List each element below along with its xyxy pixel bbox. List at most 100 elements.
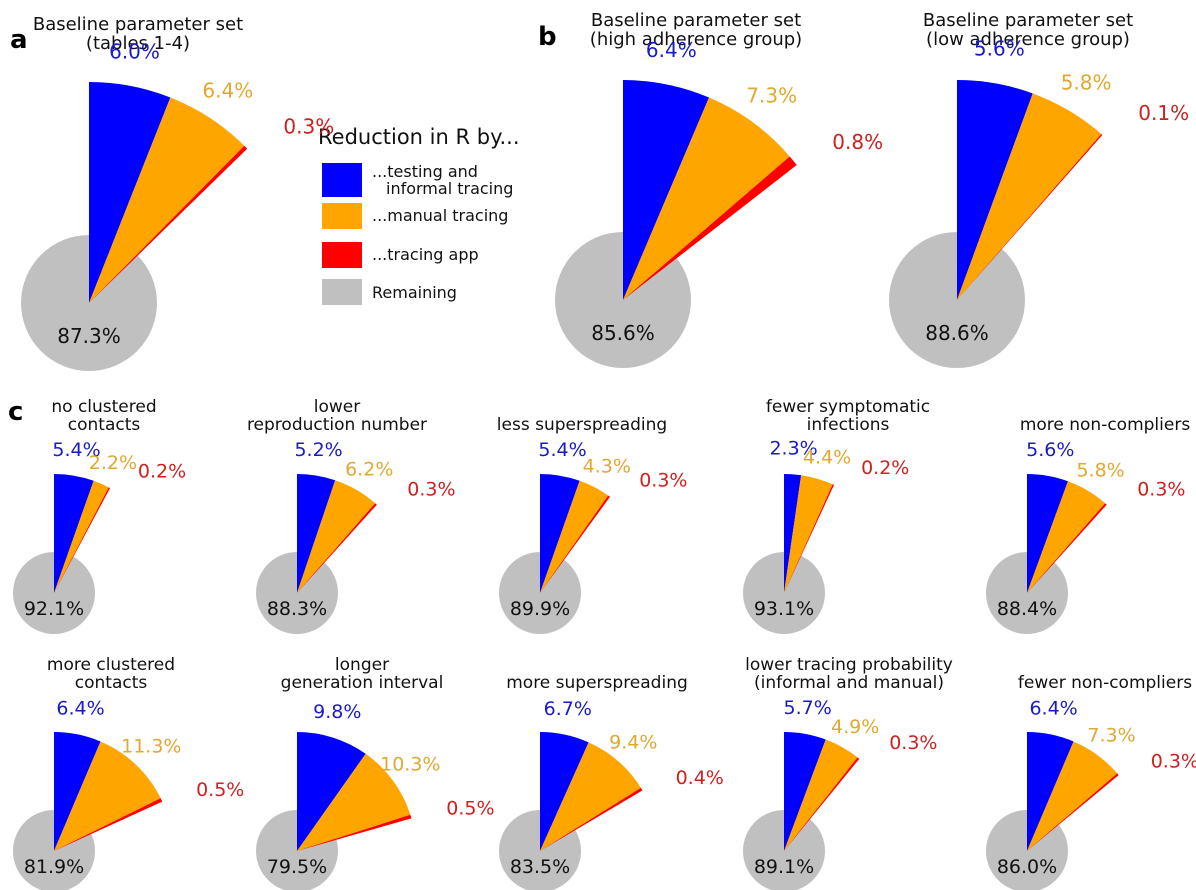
slice-manual	[1027, 741, 1118, 851]
slice-label-remaining: 88.4%	[997, 598, 1057, 620]
pie-charts: Baseline parameter set(tables 1-4)6.0%6.…	[13, 10, 1196, 890]
slice-label: 6.2%	[345, 459, 393, 481]
slice-label: 5.2%	[294, 439, 342, 461]
slice-label: 0.3%	[1151, 750, 1196, 772]
slice-label: 0.4%	[676, 767, 724, 789]
legend-label-remaining: Remaining	[372, 283, 457, 302]
slice-label: 7.3%	[746, 84, 797, 108]
pie-title: contacts	[68, 415, 141, 435]
pie-title: (informal and manual)	[754, 673, 944, 693]
pie-title: (low adherence group)	[926, 29, 1130, 50]
slice-label: 6.4%	[56, 698, 104, 720]
slice-app	[540, 495, 611, 593]
slice-label: 5.7%	[784, 697, 832, 719]
pie-chart: lower tracing probability(informal and m…	[743, 655, 953, 890]
slice-label: 0.5%	[446, 798, 494, 820]
slice-label-remaining: 86.0%	[997, 856, 1057, 878]
panel-letter-c: c	[8, 397, 23, 427]
slice-manual	[89, 97, 245, 304]
slice-app	[89, 145, 248, 303]
slice-testing	[784, 732, 826, 851]
pie-chart: less superspreading 5.4%4.3% 0.3% 89.9%	[497, 415, 687, 634]
slice-app	[957, 133, 1103, 300]
pie-chart: Baseline parameter set(tables 1-4)6.0% 6.…	[21, 14, 334, 371]
pie-title: Baseline parameter set	[33, 14, 243, 35]
legend-label-testing-1: ...testing and	[372, 162, 478, 181]
slice-testing	[540, 474, 580, 593]
legend-swatch-testing	[322, 163, 362, 197]
slice-label: 5.4%	[538, 439, 586, 461]
pie-title: more superspreading	[506, 673, 688, 693]
slice-label: 0.5%	[196, 779, 244, 801]
slice-manual	[54, 480, 109, 593]
pie-title: (high adherence group)	[590, 29, 802, 50]
slice-manual	[297, 480, 376, 593]
slice-manual	[54, 741, 161, 851]
pie-title: lower	[314, 397, 360, 417]
pie-title: Baseline parameter set	[591, 10, 801, 31]
pie-title: fewer non-compliers	[1018, 673, 1192, 693]
legend-label-testing-2: informal tracing	[386, 179, 513, 198]
slice-manual	[784, 739, 858, 851]
slice-manual	[623, 97, 790, 300]
slice-label: 4.9%	[831, 716, 879, 738]
pie-title: reproduction number	[247, 415, 427, 435]
pie-title: contacts	[75, 673, 148, 693]
pie-title: less superspreading	[497, 415, 667, 435]
slice-label: 0.3%	[1137, 478, 1185, 500]
slice-app	[297, 814, 412, 851]
slice-label: 6.4%	[646, 38, 697, 62]
pie-chart: more non-compliers 5.6%5.8% 0.3% 88.4%	[986, 415, 1190, 634]
slice-label-remaining: 89.1%	[754, 856, 814, 878]
pie-chart: more superspreading 6.7% 9.4% 0.4% 83.5%	[499, 673, 724, 890]
slice-label: 0.3%	[889, 732, 937, 754]
slice-app	[297, 503, 377, 593]
slice-label: 5.6%	[974, 37, 1025, 61]
pie-title: infections	[807, 415, 890, 435]
slice-testing	[89, 82, 171, 303]
pie-title: lower tracing probability	[745, 655, 953, 675]
legend: Reduction in R by... ...testing and info…	[318, 125, 520, 305]
slice-label: 2.2%	[89, 452, 137, 474]
slice-testing	[1027, 732, 1074, 851]
slice-label-remaining: 87.3%	[57, 324, 121, 348]
slice-label: 0.2%	[138, 460, 186, 482]
slice-label-remaining: 81.9%	[24, 856, 84, 878]
pie-title: generation interval	[281, 673, 444, 693]
slice-testing	[540, 732, 589, 851]
pie-title: longer	[335, 655, 389, 675]
slice-testing	[297, 732, 366, 851]
slice-label: 6.7%	[544, 698, 592, 720]
legend-label-app: ...tracing app	[372, 245, 479, 264]
panel-letter-a: a	[10, 25, 28, 55]
slice-label-remaining: 93.1%	[754, 598, 814, 620]
slice-testing	[54, 474, 94, 593]
legend-label-manual: ...manual tracing	[372, 206, 508, 225]
pie-title: more non-compliers	[1020, 415, 1191, 435]
slice-label: 4.4%	[803, 446, 851, 468]
pie-chart: fewer non-compliers 6.4% 7.3% 0.3% 86.0%	[986, 673, 1196, 890]
slice-testing	[54, 732, 101, 851]
pie-title: (tables 1-4)	[86, 33, 190, 54]
slice-label-remaining: 83.5%	[510, 856, 570, 878]
slice-label: 2.3%	[769, 437, 817, 459]
legend-swatch-remaining	[322, 279, 362, 305]
slice-label: 10.3%	[380, 753, 440, 775]
slice-testing	[784, 474, 802, 593]
slice-manual	[297, 753, 411, 851]
slice-app	[54, 798, 163, 851]
slice-label-remaining: 88.6%	[925, 321, 989, 345]
panel-letter-b: b	[538, 22, 557, 52]
legend-title: Reduction in R by...	[318, 125, 520, 149]
slice-label: 0.2%	[861, 457, 909, 479]
pie-chart: Baseline parameter set(low adherence gro…	[889, 10, 1189, 368]
slice-testing	[1027, 474, 1068, 593]
slice-manual	[1027, 481, 1106, 593]
slice-manual	[540, 742, 641, 851]
slice-testing	[297, 474, 336, 593]
slice-app	[784, 757, 860, 851]
slice-label: 0.3%	[283, 115, 334, 139]
slice-label: 7.3%	[1087, 725, 1135, 747]
